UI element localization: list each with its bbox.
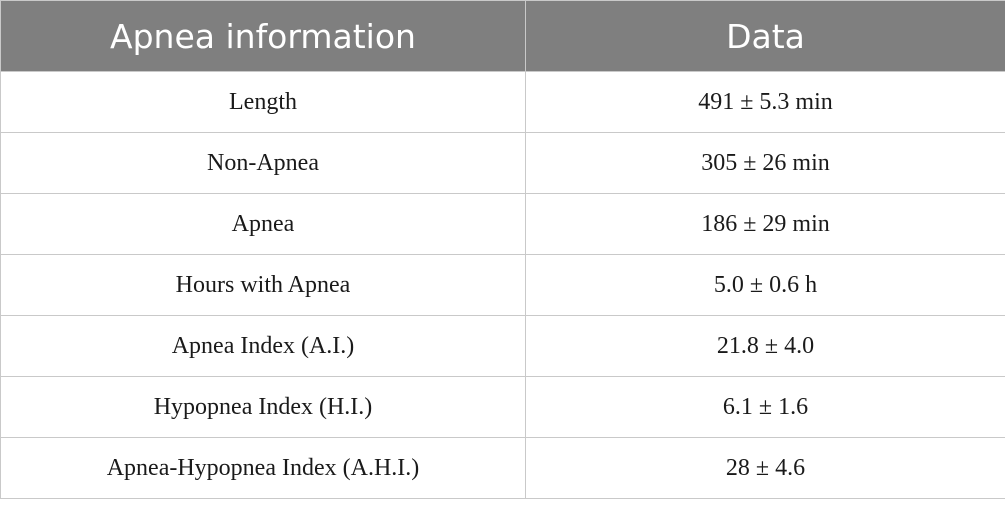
header-apnea-information: Apnea information: [0, 0, 526, 72]
row-value: 186 ± 29 min: [525, 193, 1005, 255]
row-label: Apnea Index (A.I.): [0, 315, 526, 377]
row-value: 305 ± 26 min: [525, 132, 1005, 194]
table-row: Apnea-Hypopnea Index (A.H.I.) 28 ± 4.6: [0, 437, 1005, 499]
header-data: Data: [525, 0, 1005, 72]
table-row: Hours with Apnea 5.0 ± 0.6 h: [0, 254, 1005, 316]
row-value: 28 ± 4.6: [525, 437, 1005, 499]
table-row: Length 491 ± 5.3 min: [0, 71, 1005, 133]
table-row: Apnea Index (A.I.) 21.8 ± 4.0: [0, 315, 1005, 377]
row-label: Apnea: [0, 193, 526, 255]
row-value: 6.1 ± 1.6: [525, 376, 1005, 438]
header-row: Apnea information Data: [0, 0, 1005, 72]
apnea-table: Apnea information Data Length 491 ± 5.3 …: [0, 0, 1005, 499]
row-value: 21.8 ± 4.0: [525, 315, 1005, 377]
table-row: Non-Apnea 305 ± 26 min: [0, 132, 1005, 194]
row-label: Hypopnea Index (H.I.): [0, 376, 526, 438]
row-label: Hours with Apnea: [0, 254, 526, 316]
row-label: Non-Apnea: [0, 132, 526, 194]
row-label: Length: [0, 71, 526, 133]
table-row: Apnea 186 ± 29 min: [0, 193, 1005, 255]
row-value: 5.0 ± 0.6 h: [525, 254, 1005, 316]
table-header: Apnea information Data: [0, 0, 1005, 72]
row-value: 491 ± 5.3 min: [525, 71, 1005, 133]
table-row: Hypopnea Index (H.I.) 6.1 ± 1.6: [0, 376, 1005, 438]
table-body: Length 491 ± 5.3 min Non-Apnea 305 ± 26 …: [0, 71, 1005, 499]
row-label: Apnea-Hypopnea Index (A.H.I.): [0, 437, 526, 499]
apnea-table-container: Apnea information Data Length 491 ± 5.3 …: [0, 0, 1005, 499]
